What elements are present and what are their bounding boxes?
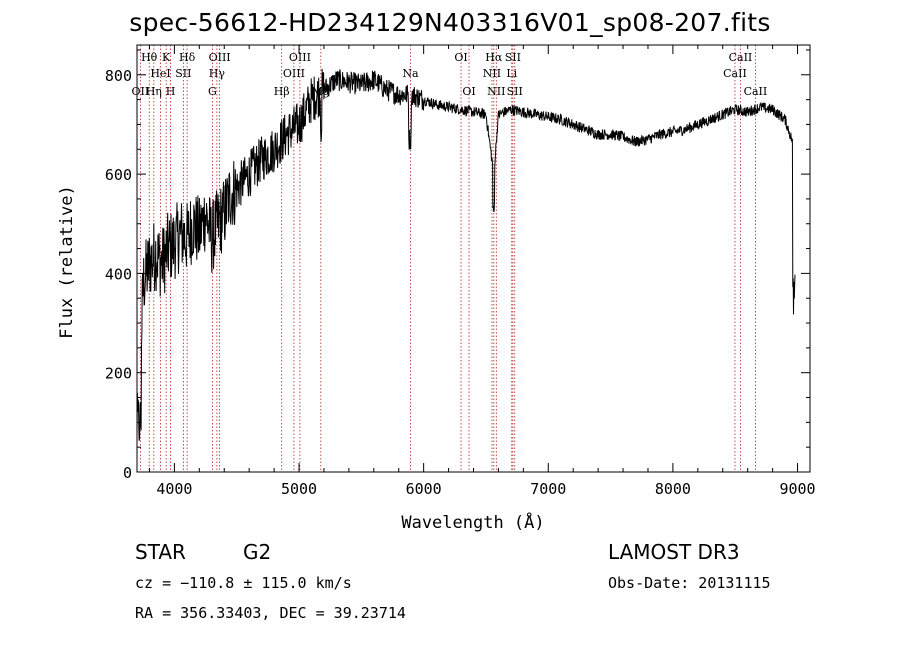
y-tick-label: 400 — [105, 265, 132, 283]
line-marker-label: OI — [454, 51, 467, 64]
y-tick-label: 800 — [105, 67, 132, 85]
y-axis-label: Flux (relative) — [57, 185, 77, 339]
y-tick-label: 600 — [105, 166, 132, 184]
line-marker-label: Hθ — [141, 51, 158, 64]
object-subclass: G2 — [243, 540, 272, 564]
line-marker-label: K — [162, 51, 171, 64]
plot-frame — [136, 44, 811, 473]
coordinates: RA = 356.33403, DEC = 39.23714 — [135, 604, 406, 622]
y-tick-label: 0 — [123, 464, 132, 482]
y-axis-ticks: 0 200 400 600 800 — [105, 49, 810, 482]
line-marker-label: HeI — [150, 67, 170, 80]
x-axis-label: Wavelength (Å) — [401, 511, 544, 533]
line-marker-label: Hβ — [274, 85, 290, 98]
line-marker-label: OI — [462, 85, 475, 98]
y-tick-label: 200 — [105, 365, 132, 383]
x-tick-label: 9000 — [779, 480, 815, 498]
line-marker-label: CaII — [744, 85, 768, 98]
line-marker-label: SII — [175, 67, 191, 80]
x-tick-label: 8000 — [655, 480, 691, 498]
line-marker-label: NII — [483, 67, 501, 80]
x-tick-label: 4000 — [156, 480, 192, 498]
line-marker-label: Hα — [485, 51, 503, 64]
line-marker-label: SII — [505, 51, 521, 64]
line-label-layer: OIIHθHηHeIKHSIIHδGHγOIIIHβOIIIOIIIMgNaOI… — [132, 51, 768, 98]
x-tick-label: 7000 — [530, 480, 566, 498]
spectrum-line — [136, 68, 796, 441]
x-tick-label: 6000 — [406, 480, 442, 498]
line-marker-label: Hδ — [179, 51, 196, 64]
line-marker-label: OIII — [283, 67, 305, 80]
line-marker-label: Hη — [146, 85, 162, 98]
line-marker-label: H — [166, 85, 176, 98]
line-marker-label: OII — [132, 85, 150, 98]
x-tick-label: 5000 — [281, 480, 317, 498]
line-marker-label: SII — [507, 85, 523, 98]
redshift-text: cz = −110.8 ± 115.0 km/s — [135, 574, 352, 592]
x-axis-ticks: 4000 5000 6000 7000 8000 9000 — [148, 45, 816, 498]
line-marker-label: CaII — [723, 67, 747, 80]
line-marker-label: Hγ — [209, 67, 226, 80]
chart-title: spec-56612-HD234129N403316V01_sp08-207.f… — [129, 8, 771, 37]
obs-date: Obs-Date: 20131115 — [608, 574, 771, 592]
line-marker-label: NII — [487, 85, 505, 98]
line-marker-label: Na — [402, 67, 419, 80]
line-marker-label: Li — [506, 67, 517, 80]
object-class: STAR — [135, 540, 186, 564]
line-marker-label: CaII — [729, 51, 753, 64]
survey-name: LAMOST DR3 — [608, 540, 740, 564]
line-marker-label: OIII — [209, 51, 231, 64]
line-marker-label: G — [208, 85, 217, 98]
line-marker-label: OIII — [289, 51, 311, 64]
